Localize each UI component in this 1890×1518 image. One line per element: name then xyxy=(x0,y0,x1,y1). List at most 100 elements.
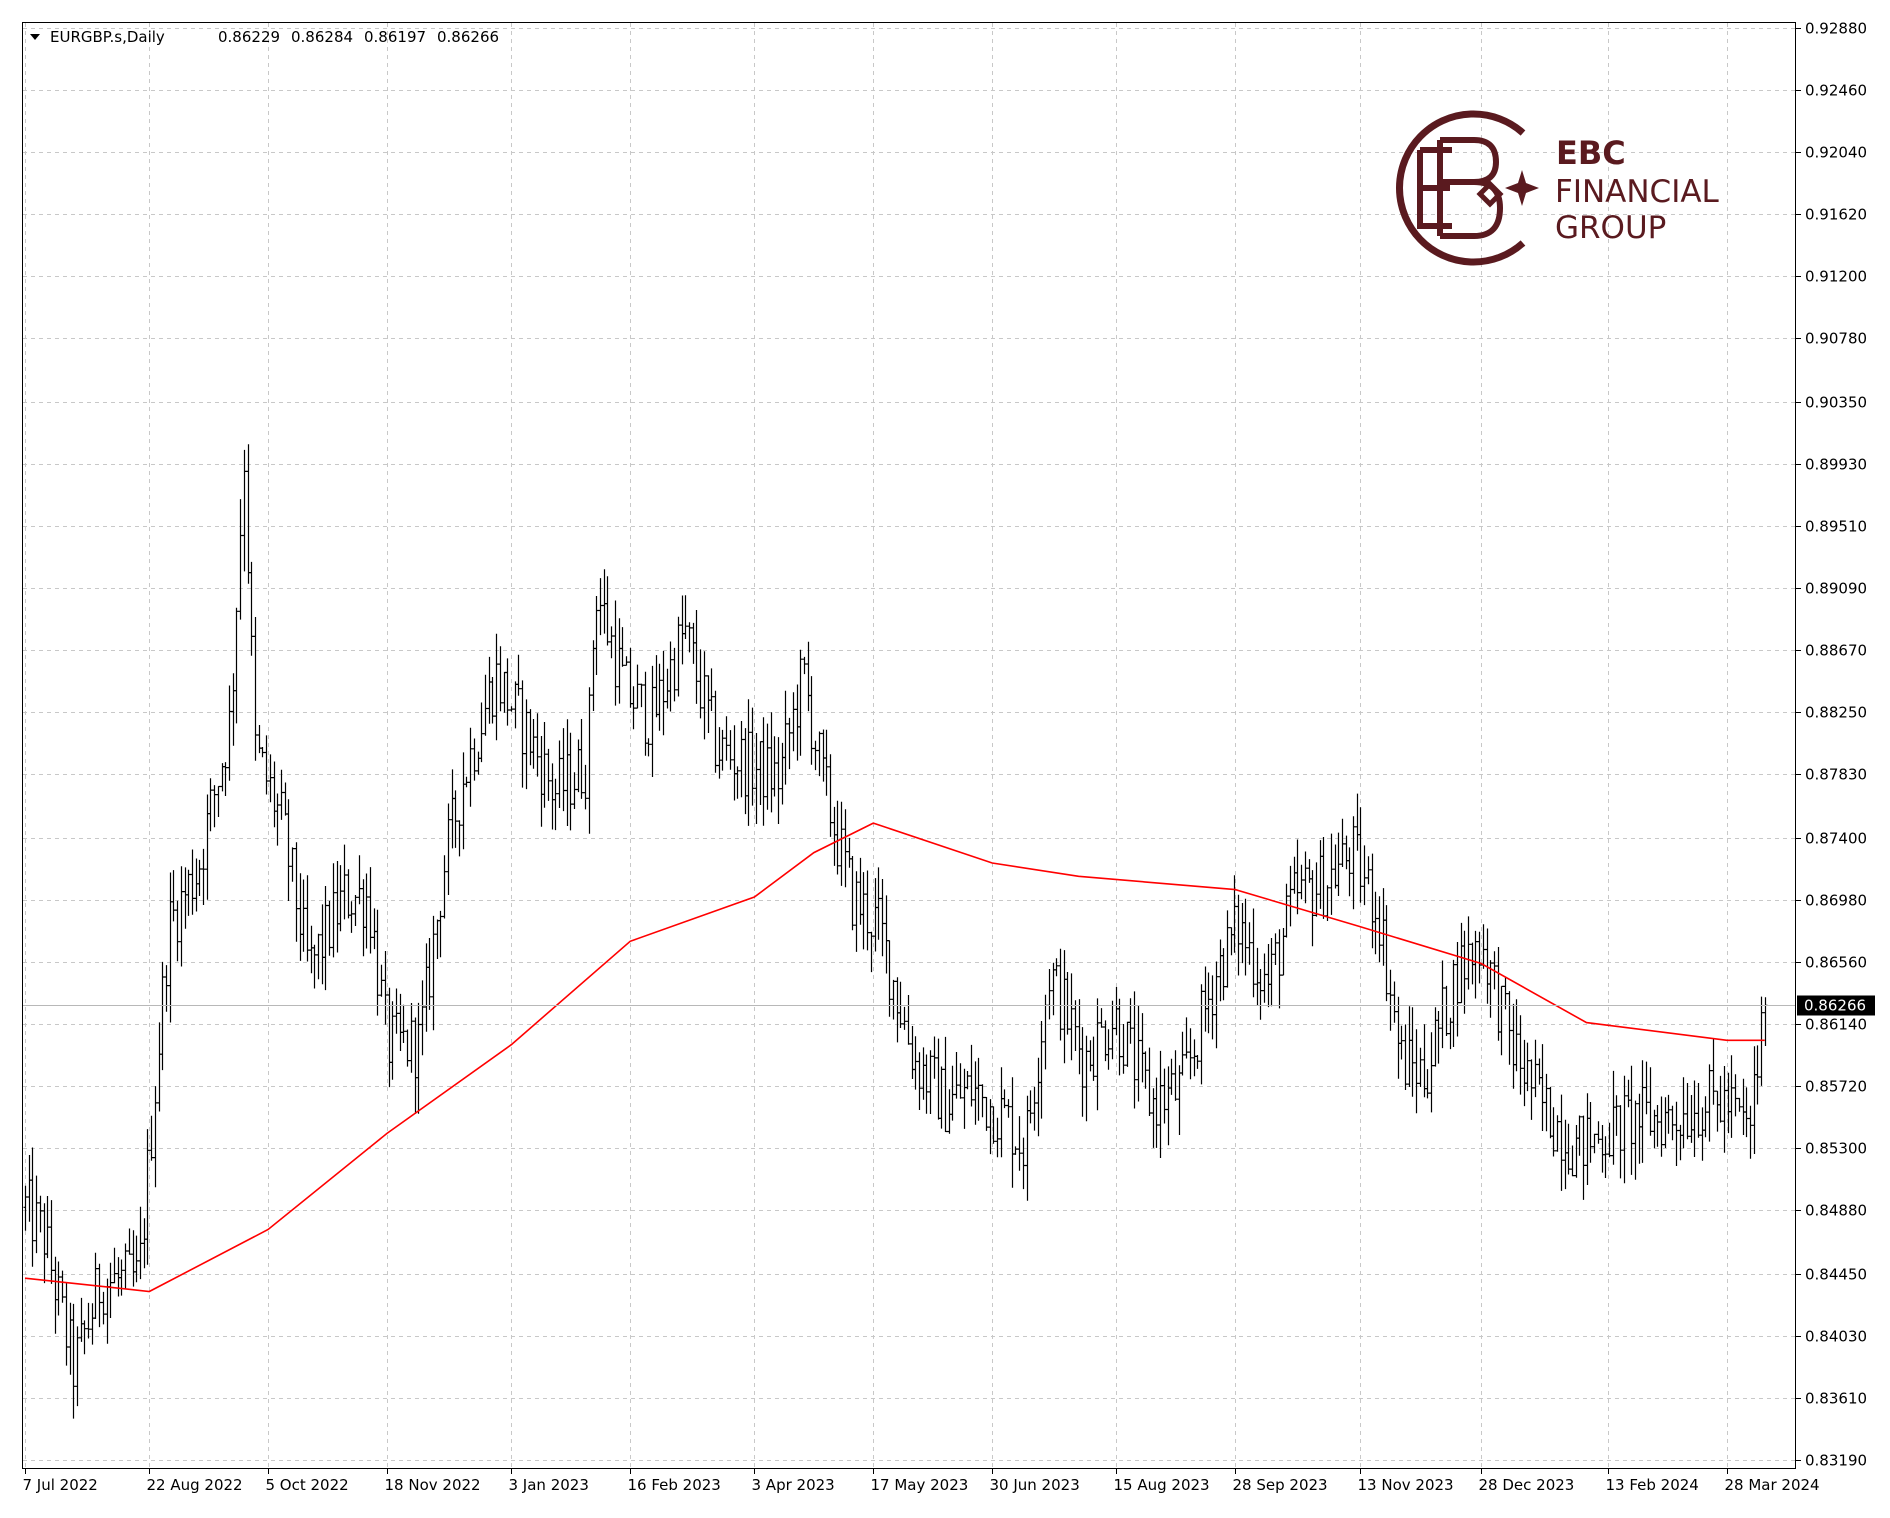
ohlc-bar xyxy=(427,938,432,1010)
y-tick-label: 0.86980 xyxy=(1805,892,1867,910)
ohlc-bar xyxy=(1158,1050,1163,1158)
ohlc-bar xyxy=(1744,1087,1749,1138)
ohlc-bar xyxy=(1737,1097,1742,1112)
y-tick-label: 0.84880 xyxy=(1805,1202,1867,1220)
ohlc-bar xyxy=(735,766,740,799)
ohlc-bar xyxy=(1581,1115,1586,1200)
ohlc-bar xyxy=(1065,972,1070,1035)
ohlc-bar xyxy=(60,1270,65,1303)
ohlc-bar xyxy=(1626,1079,1631,1108)
ohlc-bar xyxy=(809,676,814,765)
ohlc-bar xyxy=(223,762,228,796)
ohlc-bar xyxy=(576,739,581,793)
ohlc-bar xyxy=(1429,1032,1434,1113)
ohlc-bar xyxy=(1418,1047,1423,1087)
ohlc-bar xyxy=(1362,845,1367,906)
time-axis[interactable]: 7 Jul 2022 22 Aug 2022 5 Oct 2022 18 Nov 20… xyxy=(23,1468,1820,1494)
ohlc-bar xyxy=(1503,976,1508,1010)
ohlc-bar xyxy=(843,809,848,888)
x-tick-label: 3 Jan 2023 xyxy=(509,1476,589,1494)
ohlc-bar xyxy=(635,664,640,709)
ohlc-bar xyxy=(361,879,366,957)
ohlc-bar xyxy=(1095,998,1100,1111)
price-tag-label: 0.86266 xyxy=(1804,997,1866,1015)
ohlc-bar xyxy=(1310,870,1315,947)
ohlc-bar xyxy=(876,867,881,940)
ohlc-bar xyxy=(1644,1061,1649,1115)
ohlc-bar xyxy=(53,1256,58,1334)
ohlc-bar xyxy=(1473,930,1478,999)
ohlc-bar xyxy=(420,980,425,1056)
ohlc-bar xyxy=(268,754,273,803)
ohlc-bar xyxy=(954,1052,959,1099)
ohlc-bar xyxy=(1403,1024,1408,1090)
ohlc-bar xyxy=(1032,1086,1037,1131)
ohlc-bar xyxy=(1477,931,1482,984)
ohlc-bar xyxy=(579,719,584,799)
ohlc-bar xyxy=(780,742,785,805)
ohlc-bar xyxy=(338,865,343,932)
ohlc-bar xyxy=(865,870,870,951)
y-tick-label: 0.86140 xyxy=(1805,1016,1867,1034)
ohlc-bar xyxy=(1088,1040,1093,1072)
ohlc-bar xyxy=(1373,891,1378,955)
ohlc-bar xyxy=(1507,991,1512,1065)
ohlc-bar xyxy=(1077,999,1082,1075)
ohlc-bar xyxy=(1511,1003,1516,1089)
ohlc-bar xyxy=(524,699,529,790)
ohlc-bar xyxy=(1384,905,1389,1002)
ohlc-bar xyxy=(802,656,807,675)
ohlc-bar xyxy=(950,1065,955,1121)
ohlc-bar xyxy=(264,735,269,795)
ohlc-bar xyxy=(776,737,781,824)
ohlc-bar xyxy=(720,729,725,771)
ohlc-bar xyxy=(1692,1080,1697,1157)
ohlc-bar xyxy=(1247,922,1252,965)
ohlc-bar xyxy=(1755,1045,1760,1105)
plot-frame xyxy=(22,22,1796,1469)
logo-ring xyxy=(1395,110,1526,266)
ohlc-bar xyxy=(565,719,570,826)
ohlc-bar xyxy=(917,1052,922,1110)
ohlc-bar xyxy=(90,1303,95,1345)
ohlc-bar xyxy=(1540,1044,1545,1131)
ohlc-bar xyxy=(23,1185,28,1231)
ohlc-bar xyxy=(1117,998,1122,1076)
ohlc-bar xyxy=(1518,1015,1523,1095)
ohlc-bar xyxy=(179,866,184,967)
ohlc-bar xyxy=(502,671,507,713)
logo-line1: EBC xyxy=(1556,134,1626,172)
ohlc-bar xyxy=(1425,1069,1430,1099)
ohlc-bar xyxy=(1177,1065,1182,1135)
dropdown-triangle-icon[interactable] xyxy=(30,34,40,40)
ohlc-bar xyxy=(1462,930,1467,1014)
ohlc-bar xyxy=(1058,948,1063,1041)
ohlc-bar xyxy=(1748,1105,1753,1159)
ohlc-bar xyxy=(668,641,673,712)
ohlc-bar xyxy=(765,723,770,810)
y-tick-label: 0.84450 xyxy=(1805,1266,1867,1284)
ohlc-bar xyxy=(1396,996,1401,1079)
price-axis[interactable]: 0.92880 0.92460 0.92040 0.91620 0.91200 0.907… xyxy=(1795,20,1867,1470)
ohlc-bar xyxy=(1039,1021,1044,1119)
ohlc-bar xyxy=(1262,953,1267,1003)
ohlc-bar xyxy=(743,728,748,815)
ohlc-bar xyxy=(991,1106,996,1144)
ohlc-bar xyxy=(550,763,555,830)
ohlc-bar xyxy=(750,707,755,806)
ohlc-bar xyxy=(1069,973,1074,1061)
ohlc-bar xyxy=(906,995,911,1045)
ohlc-bar xyxy=(1162,1068,1167,1124)
ohlc-bar xyxy=(157,1022,162,1112)
grid-lines xyxy=(23,23,1795,1468)
ohlc-bar xyxy=(1243,898,1248,976)
ohlc-bar xyxy=(1218,939,1223,1002)
ohlc-bar xyxy=(672,647,677,702)
ohlc-bar xyxy=(783,690,788,785)
ohlc-bar xyxy=(286,799,291,901)
ohlc-bar xyxy=(1236,894,1241,976)
ohlc-bar xyxy=(1333,844,1338,889)
ohlc-bar xyxy=(413,1017,418,1114)
